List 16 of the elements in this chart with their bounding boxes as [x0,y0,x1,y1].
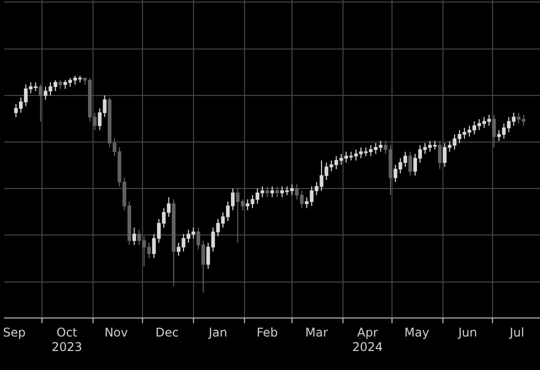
x-tick-label: Feb [256,326,278,340]
x-tick-label: Oct 2023 [52,326,82,354]
candlestick [132,227,136,246]
x-tick-label: Apr 2024 [352,326,383,354]
x-tick-label: Mar [305,326,328,340]
x-tick-label: Sep [2,326,26,340]
x-tick-label: Dec [155,326,179,340]
candlestick [38,84,42,122]
candlestick [492,114,496,148]
candlestick [408,151,412,176]
x-tick-label: May [404,326,430,340]
x-tick-label: Jul [508,326,524,340]
x-tick-label: Nov [104,326,128,340]
x-tick-label: Jan [208,326,228,340]
x-tick-label: Jun [457,326,478,340]
candlestick [438,140,442,170]
